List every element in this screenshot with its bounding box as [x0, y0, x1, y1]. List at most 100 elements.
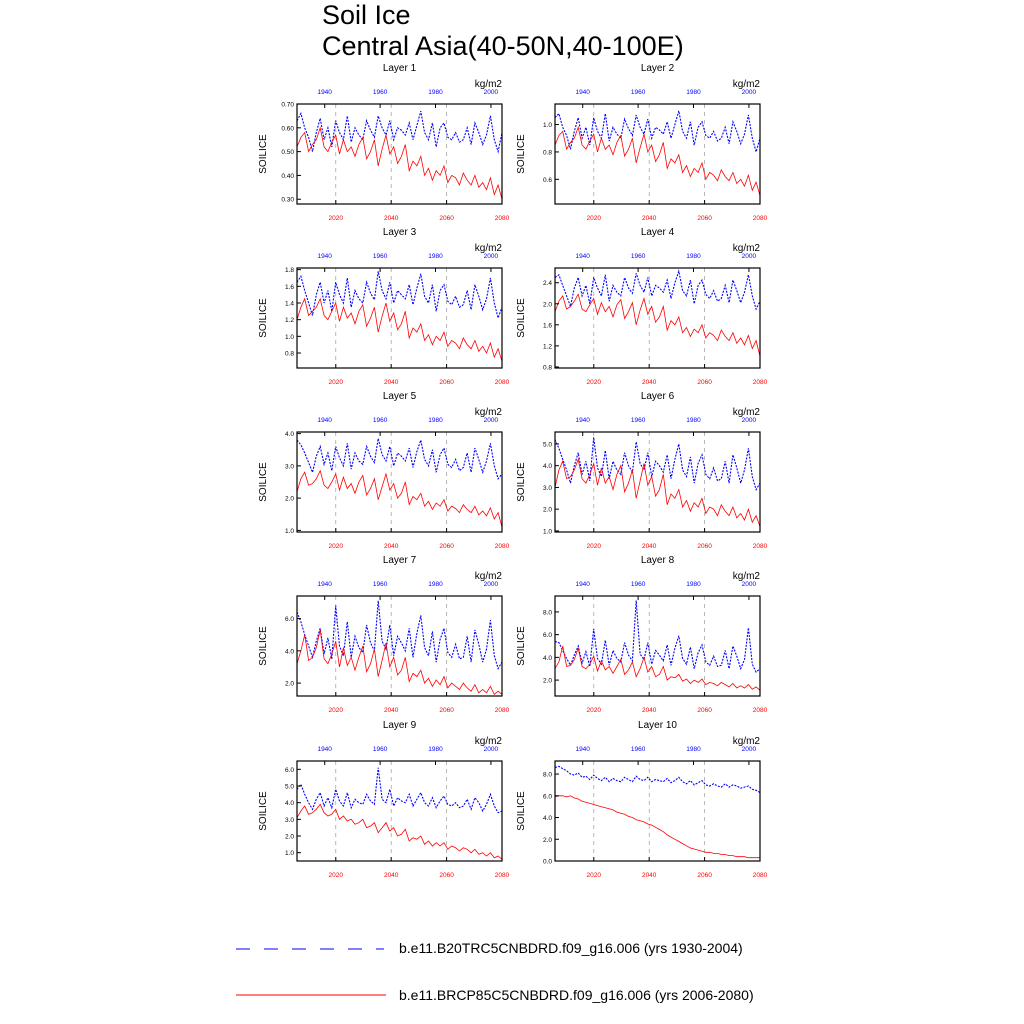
top-x-tick-label: 1960 [631, 417, 646, 424]
bottom-x-tick-label: 2060 [697, 215, 712, 222]
top-x-tick-label: 1980 [428, 253, 443, 260]
panel-title: Layer 3 [383, 227, 417, 238]
y-tick-label: 5.0 [285, 784, 294, 791]
bottom-x-tick-label: 2040 [384, 543, 399, 550]
top-x-tick-label: 1980 [686, 746, 701, 753]
bottom-x-tick-label: 2040 [384, 215, 399, 222]
series-line-hist [296, 767, 503, 814]
y-tick-label: 0.70 [281, 102, 294, 109]
units-label: kg/m2 [475, 736, 503, 747]
bottom-x-tick-label: 2080 [495, 379, 510, 386]
series-line-rcp [554, 125, 761, 196]
y-tick-label: 1.0 [285, 334, 294, 341]
y-tick-label: 1.0 [285, 528, 294, 535]
top-x-tick-label: 1980 [428, 89, 443, 96]
top-x-tick-label: 1980 [428, 417, 443, 424]
top-x-tick-label: 1980 [686, 89, 701, 96]
top-x-tick-label: 1980 [686, 253, 701, 260]
bottom-x-tick-label: 2020 [329, 872, 344, 879]
y-tick-label: 1.8 [285, 267, 294, 274]
units-label: kg/m2 [733, 243, 761, 254]
bottom-x-tick-label: 2040 [384, 707, 399, 714]
top-x-tick-label: 2000 [742, 581, 757, 588]
top-x-tick-label: 2000 [742, 89, 757, 96]
top-x-tick-label: 1960 [373, 417, 388, 424]
bottom-x-tick-label: 2040 [384, 379, 399, 386]
y-axis-label: SOILICE [516, 791, 527, 831]
y-tick-label: 0.60 [281, 125, 294, 132]
y-tick-label: 1.4 [285, 301, 294, 308]
plot-frame [554, 431, 761, 533]
top-x-tick-label: 2000 [484, 89, 499, 96]
plot-frame [296, 760, 503, 862]
y-axis-label: SOILICE [258, 462, 269, 502]
bottom-x-tick-label: 2020 [329, 543, 344, 550]
panel-title: Layer 10 [638, 720, 677, 731]
y-axis-label: SOILICE [516, 462, 527, 502]
series-line-hist [554, 110, 761, 154]
units-label: kg/m2 [733, 407, 761, 418]
y-tick-label: 8.0 [543, 772, 552, 779]
series-line-rcp [554, 645, 761, 691]
bottom-x-tick-label: 2080 [753, 543, 768, 550]
bottom-x-tick-label: 2080 [753, 707, 768, 714]
y-tick-label: 0.8 [543, 364, 552, 371]
top-x-tick-label: 2000 [484, 253, 499, 260]
bottom-x-tick-label: 2060 [439, 707, 454, 714]
bottom-x-tick-label: 2060 [697, 543, 712, 550]
y-tick-label: 2.0 [285, 834, 294, 841]
plot-frame [554, 760, 761, 862]
bottom-x-tick-label: 2080 [495, 215, 510, 222]
bottom-x-tick-label: 2060 [697, 707, 712, 714]
bottom-x-tick-label: 2060 [697, 872, 712, 879]
top-x-tick-label: 2000 [484, 417, 499, 424]
units-label: kg/m2 [733, 736, 761, 747]
y-tick-label: 1.0 [543, 528, 552, 535]
panel-title: Layer 7 [383, 555, 417, 566]
y-tick-label: 2.0 [543, 678, 552, 685]
units-label: kg/m2 [475, 571, 503, 582]
y-tick-label: 0.40 [281, 173, 294, 180]
bottom-x-tick-label: 2060 [697, 379, 712, 386]
top-x-tick-label: 1960 [631, 746, 646, 753]
plot-frame [296, 431, 503, 533]
y-tick-label: 0.50 [281, 149, 294, 156]
top-x-tick-label: 2000 [484, 746, 499, 753]
top-x-tick-label: 1960 [631, 89, 646, 96]
bottom-x-tick-label: 2020 [587, 215, 602, 222]
plot-frame [554, 595, 761, 697]
y-tick-label: 0.8 [543, 149, 552, 156]
bottom-x-tick-label: 2060 [439, 215, 454, 222]
top-x-tick-label: 1980 [428, 746, 443, 753]
top-x-tick-label: 1940 [575, 89, 590, 96]
y-tick-label: 3.0 [285, 817, 294, 824]
bottom-x-tick-label: 2020 [329, 215, 344, 222]
legend-label-hist: b.e11.B20TRC5CNBDRD.f09_g16.006 (yrs 193… [399, 940, 743, 956]
plot-frame [554, 267, 761, 369]
chart-subtitle: Central Asia(40-50N,40-100E) [322, 31, 684, 61]
series-line-hist [554, 600, 761, 673]
top-x-tick-label: 1980 [428, 581, 443, 588]
bottom-x-tick-label: 2060 [439, 379, 454, 386]
y-axis-label: SOILICE [258, 626, 269, 666]
top-x-tick-label: 2000 [742, 253, 757, 260]
bottom-x-tick-label: 2060 [439, 543, 454, 550]
y-tick-label: 1.0 [285, 850, 294, 857]
bottom-x-tick-label: 2060 [439, 872, 454, 879]
bottom-x-tick-label: 2080 [753, 215, 768, 222]
series-line-rcp [296, 629, 503, 696]
legend-line-rcp [236, 994, 386, 996]
y-tick-label: 2.0 [285, 496, 294, 503]
top-x-tick-label: 1940 [575, 746, 590, 753]
panel-title: Layer 1 [383, 63, 417, 74]
bottom-x-tick-label: 2080 [753, 872, 768, 879]
y-axis-label: SOILICE [516, 626, 527, 666]
series-line-rcp [554, 457, 761, 527]
y-tick-label: 2.0 [543, 301, 552, 308]
y-tick-label: 1.0 [543, 122, 552, 129]
top-x-tick-label: 1940 [317, 746, 332, 753]
y-tick-label: 2.0 [543, 837, 552, 844]
y-tick-label: 1.2 [285, 317, 294, 324]
bottom-x-tick-label: 2020 [329, 707, 344, 714]
